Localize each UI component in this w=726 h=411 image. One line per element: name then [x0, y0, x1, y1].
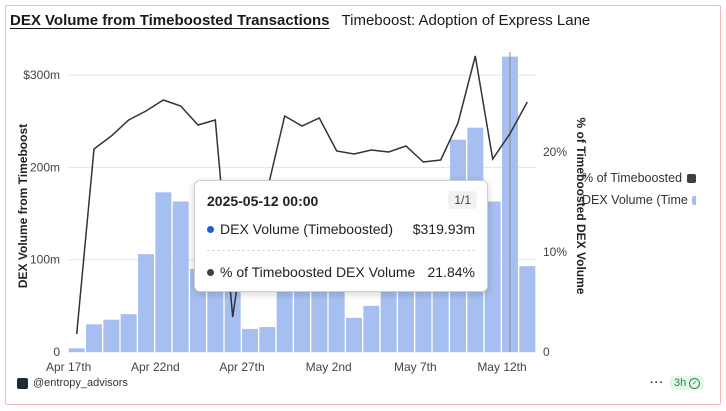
tooltip-label-volume: DEX Volume (Timeboosted)	[220, 221, 393, 237]
more-options-icon[interactable]: ···	[650, 377, 664, 389]
pct-timeboosted-line	[75, 55, 528, 335]
tooltip-row-pct: % of Timeboosted DEX Volume 21.84%	[207, 264, 475, 280]
tooltip-pager: 1/1	[448, 191, 477, 209]
x-tick-label: May 12th	[477, 360, 526, 374]
volume-bar[interactable]	[68, 348, 85, 352]
y-left-axis-title: DEX Volume from Timeboost	[16, 124, 30, 288]
x-tick-label: May 2nd	[306, 360, 352, 374]
volume-bar[interactable]	[86, 324, 102, 352]
legend: % of Timeboosted DEX Volume (Time	[582, 167, 696, 211]
x-tick-label: Apr 22nd	[131, 360, 180, 374]
volume-bar[interactable]	[120, 314, 137, 352]
tooltip-label-pct: % of Timeboosted DEX Volume	[220, 264, 416, 280]
y-left-tick-label: $300m	[23, 68, 60, 82]
y-right-axis-title: % of Timeboosted DEX Volume	[574, 118, 588, 295]
volume-bar[interactable]	[103, 319, 120, 352]
refresh-status-badge[interactable]: 3h ✓	[670, 376, 705, 390]
volume-bar[interactable]	[346, 317, 362, 352]
y-right-tick-label: 20%	[543, 145, 567, 159]
volume-bar[interactable]	[138, 254, 154, 352]
x-tick-label: Apr 27th	[219, 360, 264, 374]
legend-label-volume: DEX Volume (Time	[582, 193, 688, 207]
author-handle: @entropy_advisors	[33, 377, 128, 389]
series-dot-icon	[207, 268, 214, 276]
refresh-age: 3h	[674, 377, 687, 389]
y-right-tick-label: 0	[543, 345, 550, 359]
tooltip-row-volume: DEX Volume (Timeboosted) $319.93m	[207, 221, 475, 237]
legend-item-pct[interactable]: % of Timeboosted	[582, 167, 696, 189]
footer-actions: ··· 3h ✓	[650, 376, 705, 390]
y-right-tick-label: 10%	[543, 245, 567, 259]
tooltip-value-volume: $319.93m	[412, 221, 475, 237]
check-circle-icon: ✓	[689, 377, 701, 389]
legend-swatch-pct	[687, 173, 696, 183]
author-credit[interactable]: @entropy_advisors	[17, 377, 128, 389]
tooltip-divider	[207, 250, 475, 251]
x-tick-label: May 7th	[394, 360, 437, 374]
tooltip-date: 2025-05-12 00:00	[207, 193, 319, 209]
tooltip-value-pct: 21.84%	[427, 264, 475, 280]
y-left-tick-label: 100m	[30, 253, 60, 267]
tab-dex-volume[interactable]: DEX Volume from Timeboosted Transactions	[10, 12, 330, 29]
volume-bar[interactable]	[519, 266, 536, 352]
volume-bar[interactable]	[363, 305, 380, 352]
volume-bar[interactable]	[172, 201, 189, 352]
legend-label-pct: % of Timeboosted	[582, 171, 683, 185]
chart-tabs: DEX Volume from Timeboosted Transactions…	[10, 12, 590, 29]
tab-express-lane-adoption[interactable]: Timeboost: Adoption of Express Lane	[341, 12, 591, 29]
entropy-logo-icon	[17, 377, 28, 389]
x-tick-label: Apr 17th	[46, 360, 91, 374]
volume-bar[interactable]	[259, 327, 276, 352]
volume-bar[interactable]	[242, 328, 258, 352]
series-dot-icon	[207, 225, 214, 233]
legend-swatch-volume	[691, 195, 696, 205]
chart-tooltip: 2025-05-12 00:00 1/1 DEX Volume (Timeboo…	[194, 180, 488, 292]
y-left-tick-label: 200m	[30, 160, 60, 174]
y-left-tick-label: 0	[53, 345, 60, 359]
volume-bar[interactable]	[484, 201, 501, 352]
volume-bar[interactable]	[155, 192, 172, 352]
legend-item-volume[interactable]: DEX Volume (Time	[582, 189, 696, 211]
